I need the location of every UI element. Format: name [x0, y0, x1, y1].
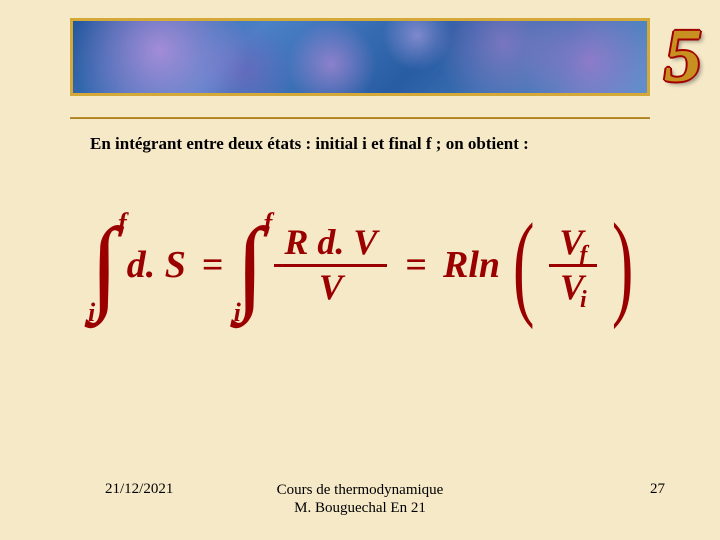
footer: 21/12/2021 Cours de thermodynamique M. B…: [0, 481, 720, 519]
rhs-den-sub: i: [580, 287, 587, 313]
int2-lower: i: [234, 298, 241, 328]
fractal-texture: [73, 21, 647, 93]
integral-sign: ∫: [90, 220, 119, 309]
int1-integrand: d. S: [127, 243, 186, 287]
int2-numerator: R d. V: [274, 222, 387, 263]
equation: f ∫ i d. S = f ∫ i R d. V V = Rln (: [90, 190, 670, 370]
int1-upper: f: [118, 208, 127, 238]
footer-page-number: 27: [650, 481, 665, 498]
rhs-num-sub: f: [579, 242, 587, 268]
int2-upper: f: [264, 208, 273, 238]
integral-2: f ∫ i: [236, 220, 265, 309]
intro-text: En intégrant entre deux états : initial …: [90, 134, 650, 154]
integral-sign: ∫: [236, 220, 265, 309]
rhs-paren-group: ( Vf Vi ): [504, 221, 643, 310]
header-divider: [70, 117, 650, 119]
equation-row: f ∫ i d. S = f ∫ i R d. V V = Rln (: [90, 190, 670, 340]
footer-date: 21/12/2021: [105, 481, 173, 498]
right-paren: ): [612, 221, 634, 310]
rhs-den: Vi: [550, 267, 597, 308]
rhs-fraction: Vf Vi: [549, 222, 597, 308]
header-fractal-band: [70, 18, 650, 96]
rhs-num: Vf: [549, 222, 597, 263]
chapter-number: 5: [664, 18, 702, 94]
equals-2: =: [405, 243, 427, 287]
int2-fraction: R d. V V: [274, 222, 387, 308]
left-paren: (: [513, 221, 535, 310]
int1-lower: i: [88, 298, 95, 328]
footer-title-line2: M. Bouguechal En 21: [0, 499, 720, 518]
int2-denominator: V: [309, 267, 353, 308]
slide: 5 En intégrant entre deux états : initia…: [0, 0, 720, 540]
equals-1: =: [202, 243, 224, 287]
integral-1: f ∫ i: [90, 220, 119, 309]
rhs-coeff: Rln: [443, 243, 500, 287]
